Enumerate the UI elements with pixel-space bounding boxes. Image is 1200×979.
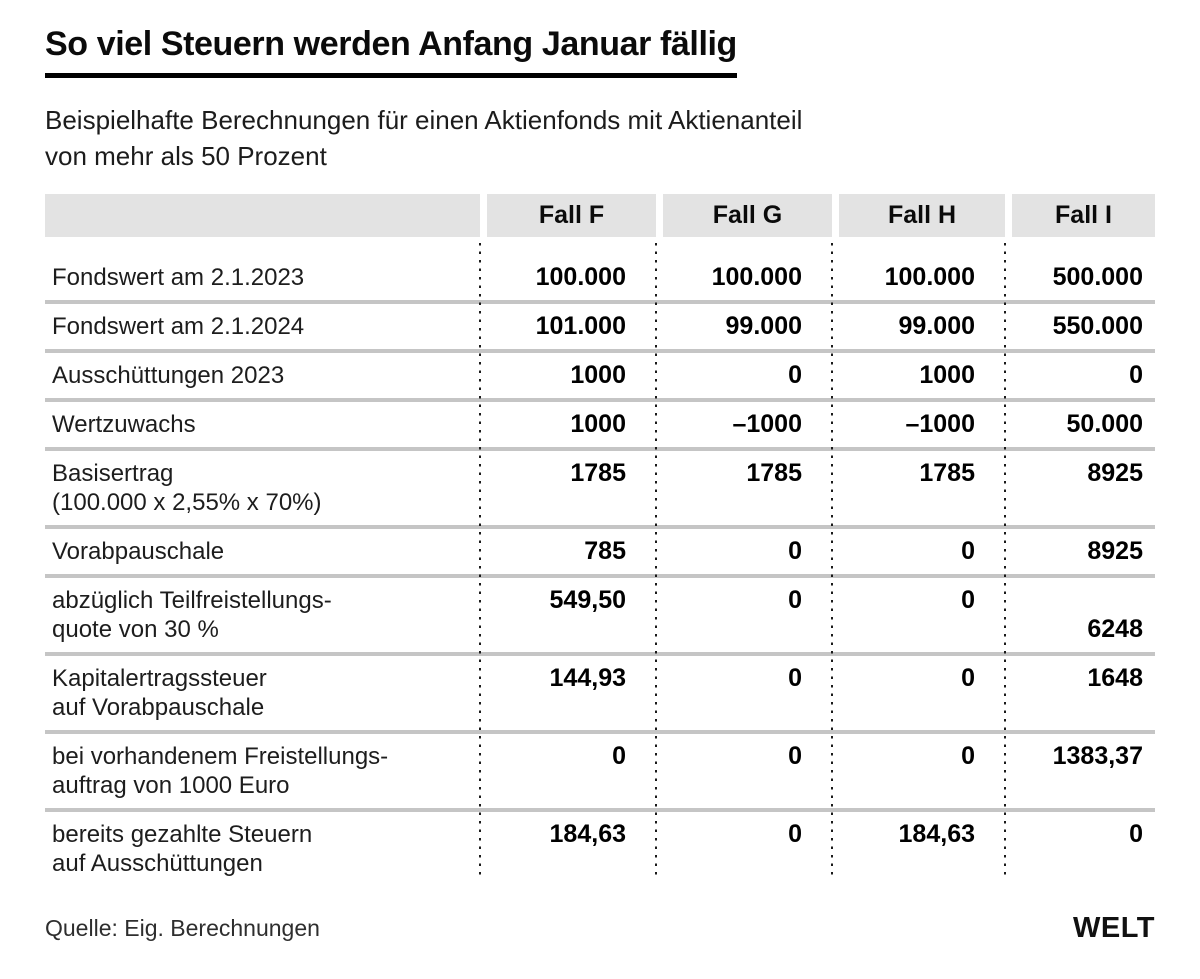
cell-fall-h: 0: [961, 742, 975, 770]
cell-fall-i: 500.000: [1052, 263, 1143, 291]
cell-fall-h: 184,63: [898, 820, 975, 848]
cell-fall-g: 0: [788, 664, 802, 692]
row-label: bei vorhandenem Freistellungs- auftrag v…: [52, 743, 389, 799]
cell-fall-i: 6248: [1087, 615, 1143, 643]
cell-fall-g: 1785: [746, 459, 802, 487]
cell-fall-g: 0: [788, 586, 802, 614]
cell-fall-g: 99.000: [725, 312, 802, 340]
table-row: Ausschüttungen 2023 1000 0 1000 0: [45, 353, 1155, 402]
column-header-fall-i: Fall I: [1005, 194, 1155, 237]
row-label: bereits gezahlte Steuern auf Ausschüttun…: [52, 821, 313, 877]
table-row: Fondswert am 2.1.2023 100.000 100.000 10…: [45, 237, 1155, 304]
cell-fall-f: 1000: [570, 410, 626, 438]
cell-fall-g: 0: [788, 742, 802, 770]
table-row: Vorabpauschale 785 0 0 8925: [45, 529, 1155, 578]
row-label: abzüglich Teilfreistellungs- quote von 3…: [52, 587, 332, 643]
cell-fall-f: 1785: [570, 459, 626, 487]
cell-fall-h: 1000: [919, 361, 975, 389]
cell-fall-i: 8925: [1087, 459, 1143, 487]
table-row: bereits gezahlte Steuern auf Ausschüttun…: [45, 812, 1155, 886]
cell-fall-g: 0: [788, 361, 802, 389]
cell-fall-g: 0: [788, 820, 802, 848]
table-row: abzüglich Teilfreistellungs- quote von 3…: [45, 578, 1155, 656]
welt-logo: WELT: [1073, 912, 1155, 944]
column-header-empty: [45, 194, 480, 237]
page-title: So viel Steuern werden Anfang Januar fäl…: [45, 26, 737, 78]
row-label: Fondswert am 2.1.2023: [52, 264, 305, 291]
row-label: Fondswert am 2.1.2024: [52, 313, 305, 340]
row-label: Vorabpauschale: [52, 538, 225, 565]
cell-fall-f: 100.000: [535, 263, 626, 291]
table-header-row: Fall F Fall G Fall H Fall I: [45, 194, 1155, 237]
cell-fall-h: 0: [961, 664, 975, 692]
cell-fall-i: 550.000: [1052, 312, 1143, 340]
table-row: bei vorhandenem Freistellungs- auftrag v…: [45, 734, 1155, 812]
subtitle: Beispielhafte Berechnungen für einen Akt…: [45, 105, 803, 171]
infographic: So viel Steuern werden Anfang Januar fäl…: [45, 26, 1155, 945]
row-label: Basisertrag (100.000 x 2,55% x 70%): [52, 460, 322, 516]
cell-fall-i: 1383,37: [1052, 742, 1143, 770]
footer: Quelle: Eig. Berechnungen WELT: [45, 912, 1155, 945]
data-table: Fall F Fall G Fall H Fall I Fondswert am…: [45, 194, 1155, 886]
cell-fall-f: 184,63: [549, 820, 626, 848]
cell-fall-i: 0: [1129, 361, 1143, 389]
column-divider-dotted: [479, 243, 481, 880]
cell-fall-i: 1648: [1087, 664, 1143, 692]
column-divider-dotted: [655, 243, 657, 880]
cell-fall-i: 8925: [1087, 537, 1143, 565]
cell-fall-i: 50.000: [1066, 410, 1143, 438]
column-header-fall-h: Fall H: [832, 194, 1005, 237]
source-note: Quelle: Eig. Berechnungen: [45, 915, 320, 941]
table-body: Fondswert am 2.1.2023 100.000 100.000 10…: [45, 237, 1155, 886]
cell-fall-h: 0: [961, 586, 975, 614]
column-divider-dotted: [1004, 243, 1006, 880]
cell-fall-f: 101.000: [535, 312, 626, 340]
cell-fall-g: 100.000: [711, 263, 802, 291]
column-divider-dotted: [831, 243, 833, 880]
cell-fall-h: 0: [961, 537, 975, 565]
cell-fall-f: 549,50: [549, 586, 626, 614]
cell-fall-h: 100.000: [884, 263, 975, 291]
column-header-fall-g: Fall G: [656, 194, 832, 237]
cell-fall-g: 0: [788, 537, 802, 565]
table-row: Kapitalertragssteuer auf Vorabpauschale …: [45, 656, 1155, 734]
cell-fall-h: –1000: [905, 410, 975, 438]
cell-fall-f: 0: [612, 742, 626, 770]
row-label: Ausschüttungen 2023: [52, 362, 285, 389]
cell-fall-h: 1785: [919, 459, 975, 487]
cell-fall-h: 99.000: [898, 312, 975, 340]
table-row: Fondswert am 2.1.2024 101.000 99.000 99.…: [45, 304, 1155, 353]
table-row: Basisertrag (100.000 x 2,55% x 70%) 1785…: [45, 451, 1155, 529]
cell-fall-f: 1000: [570, 361, 626, 389]
cell-fall-i: 0: [1129, 820, 1143, 848]
cell-fall-f: 785: [584, 537, 626, 565]
row-label: Kapitalertragssteuer auf Vorabpauschale: [52, 665, 267, 721]
column-header-fall-f: Fall F: [480, 194, 656, 237]
cell-fall-g: –1000: [732, 410, 802, 438]
cell-fall-f: 144,93: [549, 664, 626, 692]
row-label: Wertzuwachs: [52, 411, 196, 438]
table-row: Wertzuwachs 1000 –1000 –1000 50.000: [45, 402, 1155, 451]
